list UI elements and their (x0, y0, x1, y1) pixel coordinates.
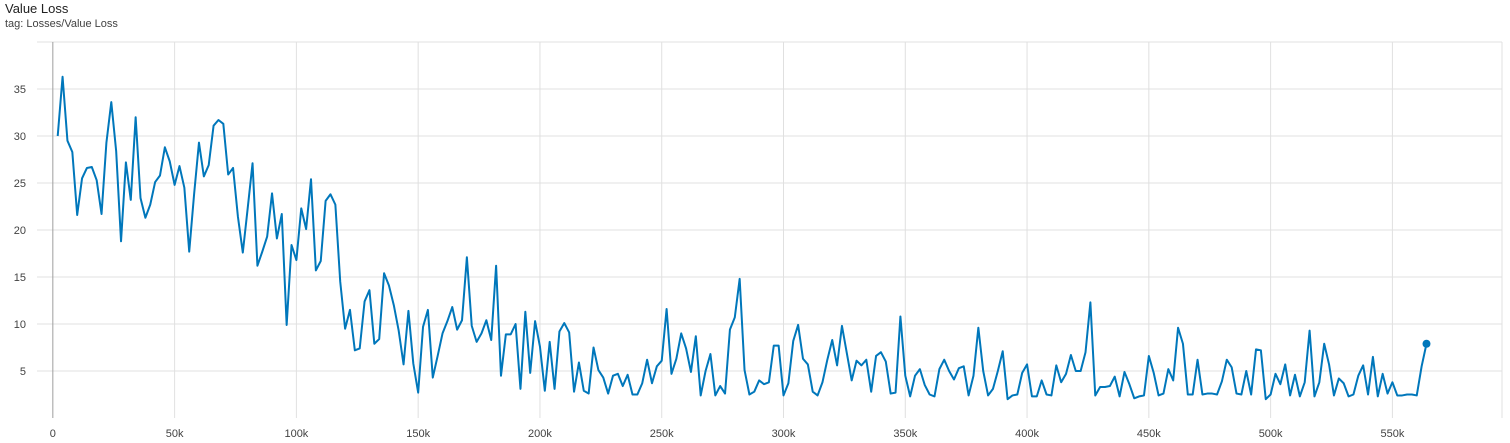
value-loss-series-line[interactable] (56, 75, 1428, 401)
y-tick-label: 25 (14, 178, 26, 190)
series-layer (56, 75, 1431, 401)
tick-label-layer: 5 10 15 20 25 30 35 0 50k 100k 150k 200k 250k 300k 350… (14, 84, 1405, 440)
y-tick-label: 10 (14, 319, 26, 331)
x-tick-label: 250k (650, 428, 674, 440)
x-tick-label: 400k (1015, 428, 1039, 440)
y-tick-label: 15 (14, 272, 26, 284)
x-tick-label: 300k (772, 428, 796, 440)
x-tick-label: 150k (406, 428, 430, 440)
y-tick-label: 20 (14, 225, 26, 237)
x-tick-label: 450k (1137, 428, 1161, 440)
x-tick-label: 100k (284, 428, 308, 440)
x-tick-label: 500k (1259, 428, 1283, 440)
y-tick-label: 35 (14, 84, 26, 96)
x-tick-label: 350k (893, 428, 917, 440)
last-point-marker[interactable] (1422, 339, 1431, 348)
grid-layer (37, 41, 1503, 418)
x-tick-label: 50k (166, 428, 184, 440)
chart-tag: tag: Losses/Value Loss (5, 18, 118, 30)
y-tick-label: 5 (20, 366, 26, 378)
chart-title: Value Loss (5, 1, 69, 16)
y-tick-label: 30 (14, 131, 26, 143)
x-tick-label: 0 (50, 428, 56, 440)
chart-header: Value Loss tag: Losses/Value Loss (5, 1, 118, 31)
x-tick-label: 550k (1380, 428, 1404, 440)
x-tick-label: 200k (528, 428, 552, 440)
